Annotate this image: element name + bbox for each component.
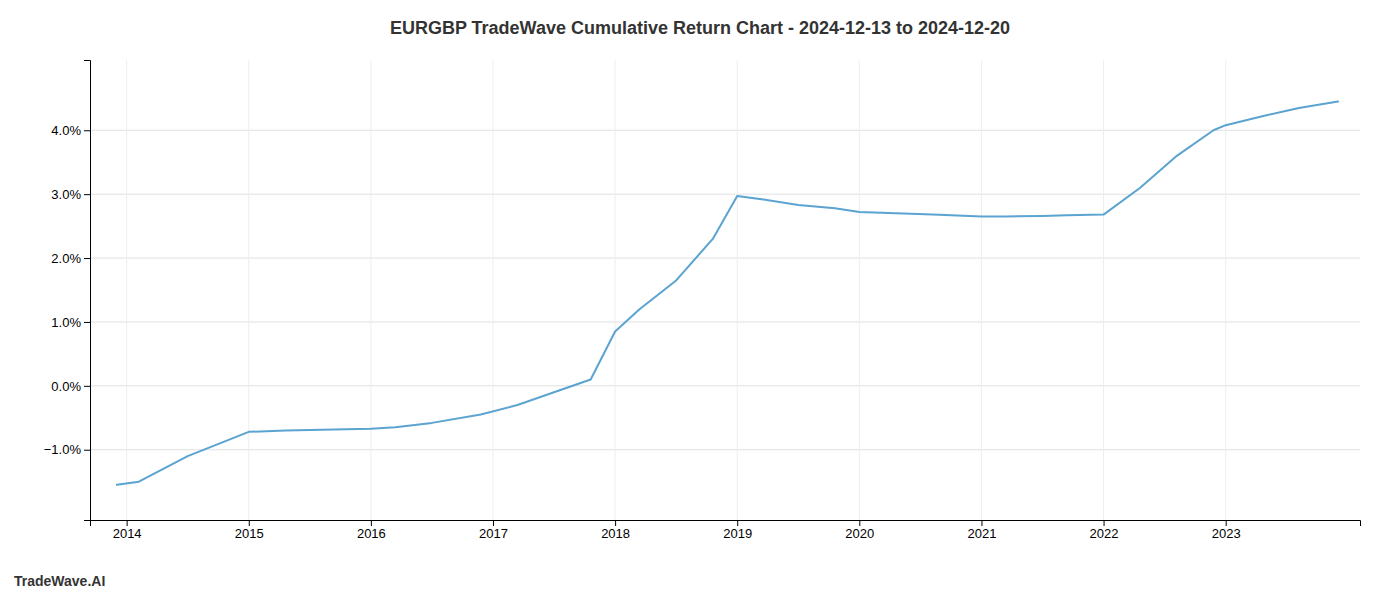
x-tick-label: 2023 (1212, 526, 1241, 541)
x-tick-label: 2021 (967, 526, 996, 541)
title: EURGBP TradeWave Cumulative Return Chart… (390, 18, 1010, 38)
y-tick: 0.0% (51, 378, 90, 393)
grid (90, 60, 1360, 520)
x-tick: 2023 (1212, 520, 1241, 541)
x-tick-mark (1104, 520, 1105, 526)
y-tick-mark (84, 258, 90, 259)
grid-line (90, 258, 1360, 259)
grid-line (90, 449, 1360, 450)
y-tick-label: −1.0% (44, 442, 82, 457)
chart: 2014 2015 2016 2017 2018 2019 2020 2021 2022 2023… (0, 0, 1400, 600)
x-tick-mark (859, 520, 860, 526)
y-tick-mark (84, 450, 90, 451)
line (117, 102, 1338, 485)
grid-line (737, 60, 738, 520)
y-tick: 4.0% (51, 123, 90, 138)
grid-line (1225, 60, 1226, 520)
plot-area: 2014 2015 2016 2017 2018 2019 2020 2021 2022 2023… (44, 60, 1361, 541)
y-tick: 1.0% (51, 315, 90, 330)
x-tick-label: 2022 (1090, 526, 1119, 541)
x-tick: 2019 (723, 520, 752, 541)
x-tick-label: 2020 (845, 526, 874, 541)
y-tick: 3.0% (51, 187, 90, 202)
x-axis: 2014 2015 2016 2017 2018 2019 2020 2021 2022 2023 (91, 520, 1361, 541)
y-axis: −1.0% 0.0% 1.0% 2.0% 3.0% 4.0% (44, 61, 91, 521)
grid-line (492, 60, 493, 520)
grid-line (126, 60, 127, 520)
grid-line (1103, 60, 1104, 520)
y-axis-line (84, 61, 91, 521)
x-tick-mark (615, 520, 616, 526)
y-tick: 2.0% (51, 251, 90, 266)
x-tick-mark (371, 520, 372, 526)
grid-line (981, 60, 982, 520)
x-tick-label: 2016 (357, 526, 386, 541)
x-tick-label: 2019 (723, 526, 752, 541)
x-tick-label: 2015 (235, 526, 264, 541)
annotation: TradeWave.AI (14, 573, 105, 589)
x-tick-mark (1226, 520, 1227, 526)
y-tick-label: 1.0% (51, 315, 81, 330)
grid-line (248, 60, 249, 520)
y-tick-label: 2.0% (51, 251, 81, 266)
grid-line (90, 385, 1360, 386)
grid-line (370, 60, 371, 520)
x-tick: 2021 (967, 520, 996, 541)
y-tick: −1.0% (44, 442, 90, 457)
grid-line (615, 60, 616, 520)
y-tick-label: 3.0% (51, 187, 81, 202)
marks (117, 102, 1338, 485)
y-tick-label: 0.0% (51, 378, 81, 393)
y-tick-mark (84, 386, 90, 387)
x-tick-label: 2017 (479, 526, 508, 541)
x-tick-mark (981, 520, 982, 526)
x-tick: 2014 (113, 520, 142, 541)
x-tick: 2016 (357, 520, 386, 541)
x-tick-mark (737, 520, 738, 526)
x-tick: 2015 (235, 520, 264, 541)
x-tick-label: 2014 (113, 526, 142, 541)
y-tick-mark (84, 322, 90, 323)
x-tick-mark (127, 520, 128, 526)
x-tick-mark (249, 520, 250, 526)
x-tick: 2020 (845, 520, 874, 541)
x-tick: 2017 (479, 520, 508, 541)
x-axis-line (91, 521, 1361, 527)
x-tick-mark (493, 520, 494, 526)
grid-line (859, 60, 860, 520)
grid-line (90, 194, 1360, 195)
x-tick: 2018 (601, 520, 630, 541)
x-tick: 2022 (1090, 520, 1119, 541)
grid-line (90, 321, 1360, 322)
y-tick-mark (84, 130, 90, 131)
y-tick-mark (84, 194, 90, 195)
y-tick-label: 4.0% (51, 123, 81, 138)
x-tick-label: 2018 (601, 526, 630, 541)
grid-line (90, 130, 1360, 131)
